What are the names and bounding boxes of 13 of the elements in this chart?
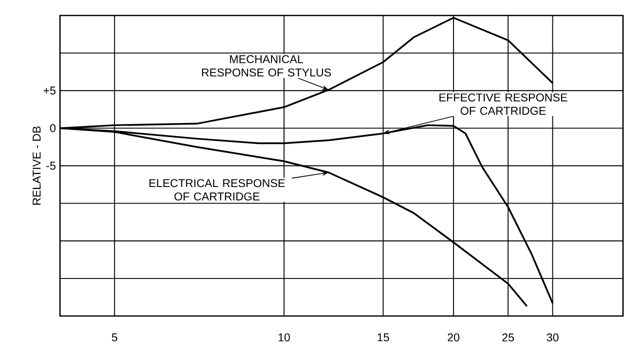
x-tick-label: 30 bbox=[546, 333, 559, 342]
series-label: ELECTRICAL RESPONSE OF CARTRIDGE bbox=[150, 179, 285, 200]
y-axis-title: RELATIVE - DB bbox=[32, 126, 41, 205]
y-tick-label: 0 bbox=[50, 124, 56, 132]
x-tick-label: 15 bbox=[378, 333, 390, 342]
x-tick-label: 25 bbox=[502, 333, 514, 342]
series-label: MECHANICAL RESPONSE OF STYLUS bbox=[202, 55, 331, 76]
series-label: EFFECTIVE RESPONSE OF CARTRIDGE bbox=[440, 93, 568, 115]
x-tick-label: 20 bbox=[448, 333, 460, 342]
x-tick-label: 10 bbox=[278, 333, 290, 342]
y-tick-label: +5 bbox=[44, 86, 56, 95]
x-tick-label: 5 bbox=[112, 333, 118, 342]
y-tick-label: -5 bbox=[46, 162, 56, 170]
